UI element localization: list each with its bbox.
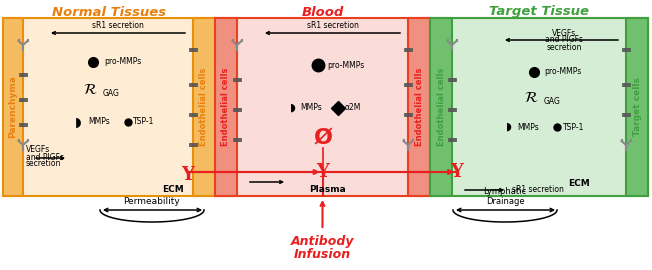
Text: and PlGFs: and PlGFs [26, 153, 64, 161]
Bar [430, 18, 648, 196]
Bar [3, 18, 23, 196]
Text: ◗: ◗ [289, 103, 295, 113]
Text: Plasma: Plasma [309, 185, 346, 194]
Text: TSP-1: TSP-1 [563, 123, 584, 131]
Text: ECM: ECM [162, 185, 184, 194]
Text: Ø: Ø [313, 128, 332, 148]
Text: Y: Y [181, 166, 194, 184]
Text: Blood: Blood [301, 5, 344, 19]
Bar [626, 18, 648, 196]
Text: pro-MMPs: pro-MMPs [544, 68, 581, 76]
Text: secretion: secretion [546, 42, 582, 52]
Text: Endothelial cells: Endothelial cells [200, 68, 209, 146]
Text: $\mathcal{R}$: $\mathcal{R}$ [524, 90, 538, 106]
Text: pro-MMPs: pro-MMPs [327, 60, 364, 69]
Text: Permeability: Permeability [124, 197, 181, 206]
Text: Lymphatic
Drainage: Lymphatic Drainage [483, 187, 527, 206]
Text: MMPs: MMPs [88, 117, 110, 127]
Text: Antibody: Antibody [291, 235, 354, 248]
Bar [430, 18, 452, 196]
Text: VEGFs: VEGFs [26, 146, 50, 154]
Text: sR1 secretion: sR1 secretion [512, 185, 564, 194]
Text: and PlGFs: and PlGFs [545, 35, 583, 45]
Bar [3, 18, 215, 196]
Text: VEGFs: VEGFs [552, 29, 576, 38]
Text: GAG: GAG [544, 96, 561, 106]
Text: Endothelial cells: Endothelial cells [415, 68, 424, 146]
Text: sR1 secretion: sR1 secretion [92, 21, 144, 30]
Text: MMPs: MMPs [517, 123, 539, 131]
Text: GAG: GAG [103, 89, 120, 97]
Text: MMPs: MMPs [301, 103, 322, 113]
Bar [215, 18, 430, 196]
Text: ECM: ECM [568, 178, 590, 187]
Text: Endothelial cells: Endothelial cells [222, 68, 231, 146]
Bar [215, 18, 237, 196]
Text: TSP-1: TSP-1 [133, 117, 155, 127]
Text: Y: Y [451, 163, 464, 181]
Text: secretion: secretion [26, 160, 61, 168]
Text: Y: Y [316, 163, 329, 181]
Text: Infusion: Infusion [294, 248, 351, 261]
Text: Parenchyma: Parenchyma [8, 76, 18, 139]
Text: $\mathcal{R}$: $\mathcal{R}$ [83, 83, 97, 97]
Text: ◗: ◗ [506, 122, 512, 132]
Text: ◗: ◗ [75, 116, 82, 129]
Text: α2M: α2M [344, 103, 361, 113]
Text: Target cells: Target cells [632, 77, 642, 136]
Text: Target Tissue: Target Tissue [489, 5, 589, 19]
Bar [408, 18, 430, 196]
Text: pro-MMPs: pro-MMPs [104, 58, 141, 66]
Bar [193, 18, 215, 196]
Text: Endothelial cells: Endothelial cells [436, 68, 445, 146]
Text: Normal Tissues: Normal Tissues [52, 5, 166, 19]
Text: sR1 secretion: sR1 secretion [306, 21, 359, 30]
